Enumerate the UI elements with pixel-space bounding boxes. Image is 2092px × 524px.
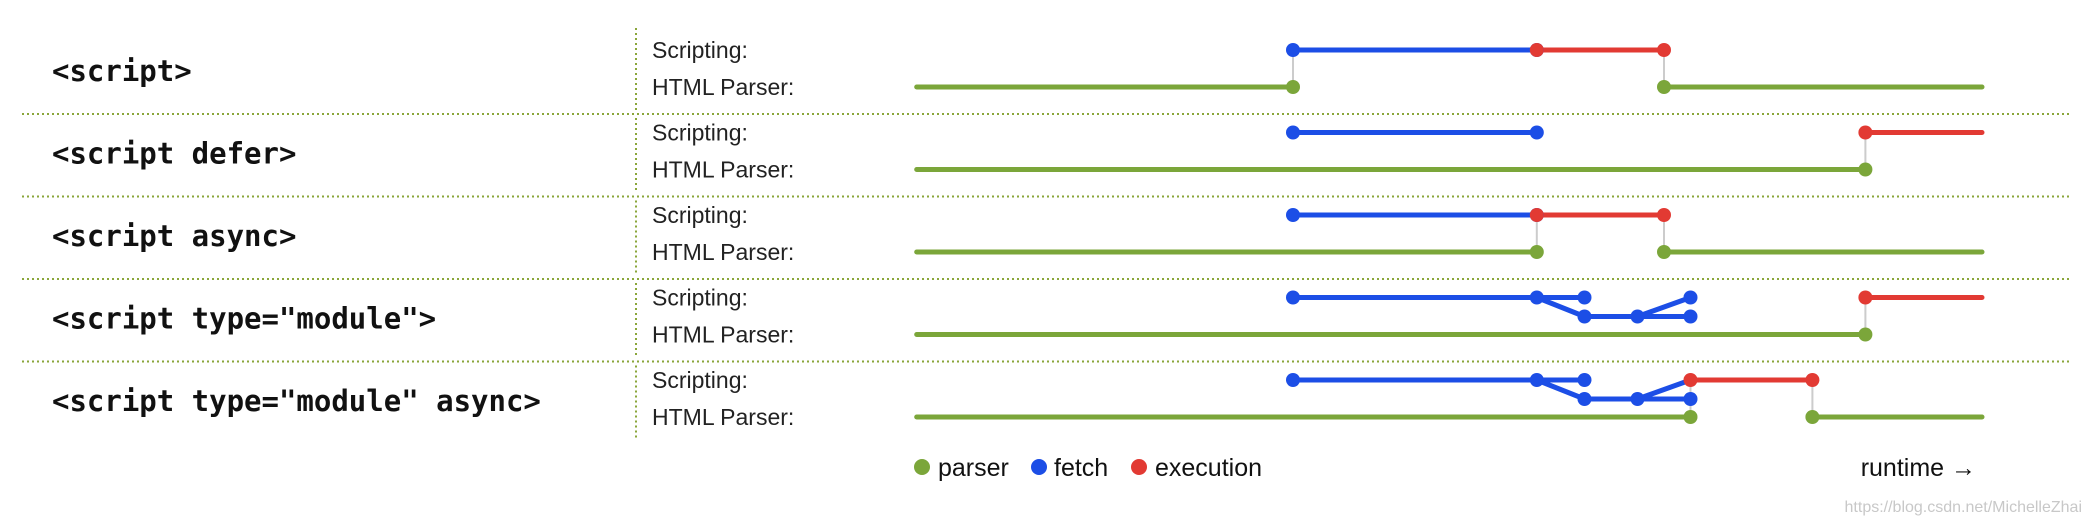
watermark: https://blog.csdn.net/MichelleZhai [1845, 499, 2082, 516]
fetch-start-dot [1286, 43, 1300, 57]
execution-start-dot [1858, 125, 1873, 140]
fetch-end-dot [1529, 373, 1544, 387]
fetch-start-dot [1286, 125, 1300, 140]
fetch-start-dot [1286, 208, 1300, 222]
script-tag-label: <script type="module" async> [52, 384, 541, 418]
legend: parser fetch execution runtime → [914, 454, 1976, 482]
execution-end-dot [1657, 208, 1671, 222]
timeline-row: <script async> Scripting: HTML Parser: [52, 202, 1985, 265]
dependency-fetch-segment [1534, 295, 1587, 319]
timeline-row: <script type="module" async> Scripting: HT… [52, 367, 1985, 430]
parser-lane-label: HTML Parser: [652, 239, 794, 265]
dependency-fetch-segment [1534, 377, 1587, 402]
parser-resume-dot [1657, 245, 1671, 259]
legend-parser-label: parser [938, 454, 1009, 482]
parser-pause-dot [1858, 327, 1873, 342]
parser-lane-label: HTML Parser: [652, 322, 794, 348]
parser-pause-dot [1858, 162, 1873, 177]
timeline-row: <script type="module"> Scripting: HTML Par… [52, 285, 1985, 348]
execution-start-dot [1858, 290, 1873, 305]
fetch-dot [1683, 290, 1698, 305]
fetch-end-dot [1529, 290, 1544, 305]
fetch-start-dot [1286, 290, 1300, 305]
execution-start-dot [1529, 43, 1544, 57]
runtime-axis-label: runtime → [1861, 454, 1976, 482]
fetch-start-dot [1286, 373, 1300, 387]
fetch-dot [1683, 309, 1698, 324]
scripting-lane-label: Scripting: [652, 120, 748, 146]
dependency-fetch-segment [1635, 377, 1693, 402]
script-tag-label: <script> [52, 54, 192, 88]
legend-execution-label: execution [1155, 454, 1262, 482]
parser-resume-dot [1805, 410, 1820, 424]
row-separators [22, 28, 2072, 440]
parser-pause-dot [1286, 80, 1300, 94]
parser-lane-label: HTML Parser: [652, 404, 794, 430]
script-tag-label: <script defer> [52, 137, 296, 171]
execution-end-dot [1805, 373, 1820, 387]
legend-fetch-label: fetch [1054, 454, 1108, 482]
scripting-lane-label: Scripting: [652, 285, 748, 311]
fetch-dot [1577, 309, 1592, 324]
fetch-end-dot [1529, 125, 1544, 140]
fetch-dot [1683, 392, 1698, 406]
parser-pause-dot [1529, 245, 1544, 259]
script-tag-label: <script type="module"> [52, 302, 436, 336]
scripting-lane-label: Scripting: [652, 37, 748, 63]
legend-parser-dot [914, 459, 930, 475]
execution-end-dot [1657, 43, 1671, 57]
fetch-dot [1630, 309, 1645, 324]
fetch-dot [1630, 392, 1645, 406]
fetch-dot [1577, 373, 1592, 387]
timeline-rows: <script>Scripting:HTML Parser:<script de… [52, 37, 1985, 430]
timeline-row: <script> Scripting: HTML Parser: [52, 37, 1985, 100]
parser-resume-dot [1657, 80, 1671, 94]
execution-start-dot [1683, 373, 1698, 387]
parser-lane-label: HTML Parser: [652, 74, 794, 100]
dependency-fetch-segment [1635, 295, 1693, 319]
parser-lane-label: HTML Parser: [652, 157, 794, 183]
execution-start-dot [1529, 208, 1544, 222]
fetch-dot [1577, 392, 1592, 406]
fetch-dot [1577, 290, 1592, 305]
script-tag-label: <script async> [52, 219, 296, 253]
scripting-lane-label: Scripting: [652, 367, 748, 393]
parser-pause-dot [1683, 410, 1698, 424]
timeline-row: <script defer> Scripting: HTML Parser: [52, 120, 1985, 183]
legend-fetch-dot [1031, 459, 1047, 475]
legend-execution-dot [1131, 459, 1147, 475]
scripting-lane-label: Scripting: [652, 202, 748, 228]
